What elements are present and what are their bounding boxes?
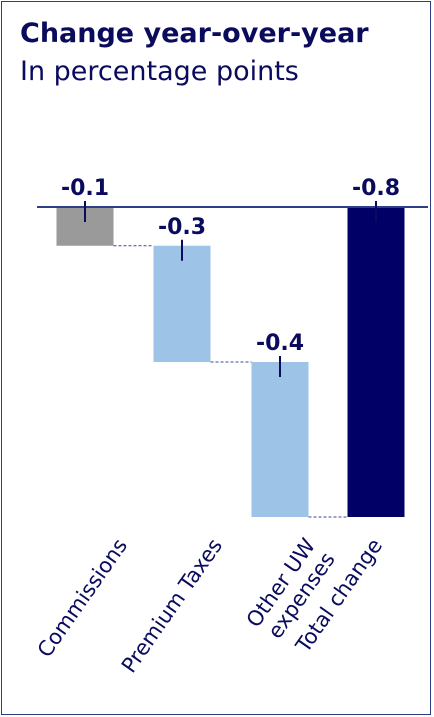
bar-1 bbox=[153, 245, 211, 362]
value-label-2: -0.4 bbox=[256, 331, 304, 356]
value-label-3: -0.8 bbox=[352, 176, 400, 201]
value-label-1: -0.3 bbox=[158, 215, 206, 240]
category-label-1: Premium Taxes bbox=[117, 534, 227, 677]
chart-subtitle: In percentage points bbox=[20, 56, 299, 87]
bar-3 bbox=[347, 207, 405, 517]
category-label-line: Commissions bbox=[33, 534, 132, 662]
value-label-0: -0.1 bbox=[61, 176, 109, 201]
chart-title: Change year-over-year bbox=[20, 18, 369, 49]
category-label-0: Commissions bbox=[33, 534, 132, 662]
category-label-line: Premium Taxes bbox=[117, 534, 227, 677]
bar-2 bbox=[251, 362, 309, 517]
